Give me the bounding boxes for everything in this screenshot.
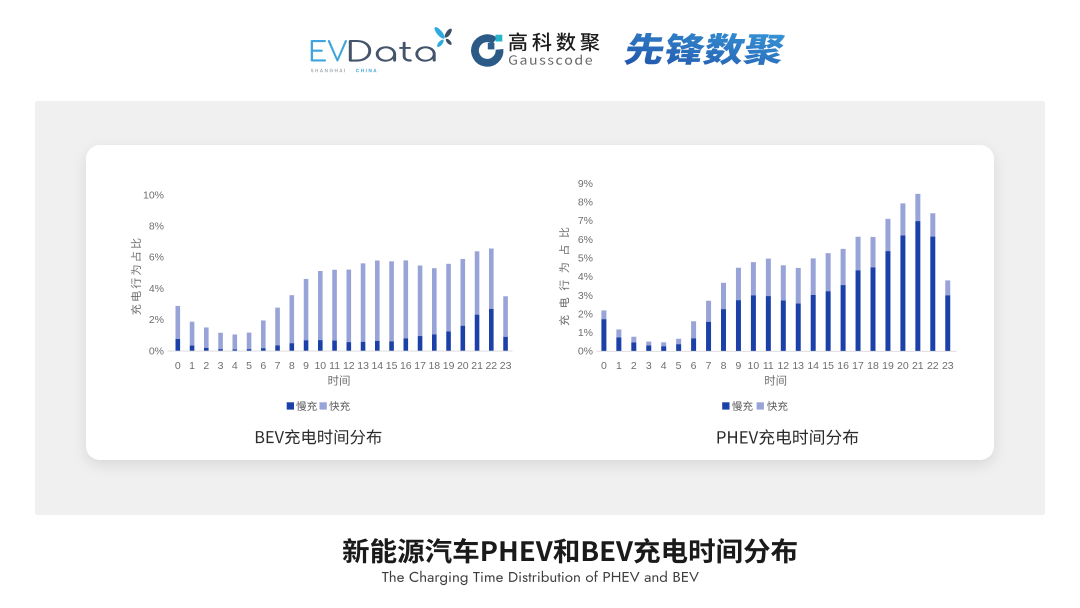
svg-text:17: 17 bbox=[852, 360, 864, 372]
svg-text:22: 22 bbox=[485, 360, 497, 372]
svg-text:2: 2 bbox=[631, 360, 637, 372]
svg-text:3%: 3% bbox=[578, 290, 593, 302]
svg-text:3: 3 bbox=[646, 360, 652, 372]
svg-text:2%: 2% bbox=[149, 314, 164, 326]
svg-text:9: 9 bbox=[303, 360, 309, 372]
svg-text:4%: 4% bbox=[578, 271, 593, 283]
svg-text:5: 5 bbox=[676, 360, 682, 372]
svg-text:2: 2 bbox=[203, 360, 209, 372]
svg-text:4: 4 bbox=[232, 360, 238, 372]
svg-text:6%: 6% bbox=[149, 252, 164, 264]
svg-text:6%: 6% bbox=[578, 234, 593, 246]
svg-text:15: 15 bbox=[386, 360, 398, 372]
svg-text:23: 23 bbox=[500, 360, 512, 372]
svg-text:10: 10 bbox=[314, 360, 326, 372]
svg-text:9: 9 bbox=[735, 360, 741, 372]
svg-text:21: 21 bbox=[471, 360, 483, 372]
svg-text:18: 18 bbox=[428, 360, 440, 372]
svg-text:3: 3 bbox=[218, 360, 224, 372]
svg-text:11: 11 bbox=[763, 360, 774, 372]
svg-text:23: 23 bbox=[942, 360, 954, 372]
svg-text:6: 6 bbox=[260, 360, 266, 372]
svg-text:16: 16 bbox=[837, 360, 849, 372]
svg-text:15: 15 bbox=[822, 360, 834, 372]
svg-text:18: 18 bbox=[867, 360, 879, 372]
svg-text:7: 7 bbox=[706, 360, 712, 372]
svg-text:21: 21 bbox=[912, 360, 924, 372]
svg-text:4%: 4% bbox=[149, 283, 164, 295]
svg-text:12: 12 bbox=[777, 360, 789, 372]
svg-text:8: 8 bbox=[721, 360, 727, 372]
svg-text:12: 12 bbox=[343, 360, 355, 372]
svg-text:1: 1 bbox=[189, 360, 195, 372]
svg-text:11: 11 bbox=[329, 360, 340, 372]
svg-text:7: 7 bbox=[275, 360, 281, 372]
svg-text:7%: 7% bbox=[578, 215, 593, 227]
svg-text:8: 8 bbox=[289, 360, 295, 372]
svg-text:22: 22 bbox=[927, 360, 939, 372]
svg-text:0: 0 bbox=[601, 360, 607, 372]
svg-text:20: 20 bbox=[897, 360, 909, 372]
svg-text:4: 4 bbox=[661, 360, 667, 372]
svg-text:5: 5 bbox=[246, 360, 252, 372]
svg-text:0%: 0% bbox=[149, 345, 164, 357]
svg-text:13: 13 bbox=[357, 360, 369, 372]
svg-text:19: 19 bbox=[443, 360, 455, 372]
svg-text:0: 0 bbox=[175, 360, 181, 372]
svg-text:8%: 8% bbox=[578, 197, 593, 209]
svg-text:10%: 10% bbox=[143, 189, 164, 201]
svg-text:1: 1 bbox=[616, 360, 622, 372]
svg-text:6: 6 bbox=[691, 360, 697, 372]
svg-text:14: 14 bbox=[807, 360, 819, 372]
svg-text:10: 10 bbox=[748, 360, 760, 372]
svg-text:19: 19 bbox=[882, 360, 894, 372]
svg-text:9%: 9% bbox=[578, 178, 593, 190]
svg-text:1%: 1% bbox=[578, 327, 593, 339]
svg-text:20: 20 bbox=[457, 360, 469, 372]
svg-text:8%: 8% bbox=[149, 221, 164, 233]
svg-text:17: 17 bbox=[414, 360, 426, 372]
svg-text:16: 16 bbox=[400, 360, 412, 372]
svg-text:14: 14 bbox=[371, 360, 383, 372]
svg-text:2%: 2% bbox=[578, 308, 593, 320]
svg-text:0%: 0% bbox=[578, 346, 593, 358]
svg-text:5%: 5% bbox=[578, 252, 593, 264]
svg-text:13: 13 bbox=[792, 360, 804, 372]
